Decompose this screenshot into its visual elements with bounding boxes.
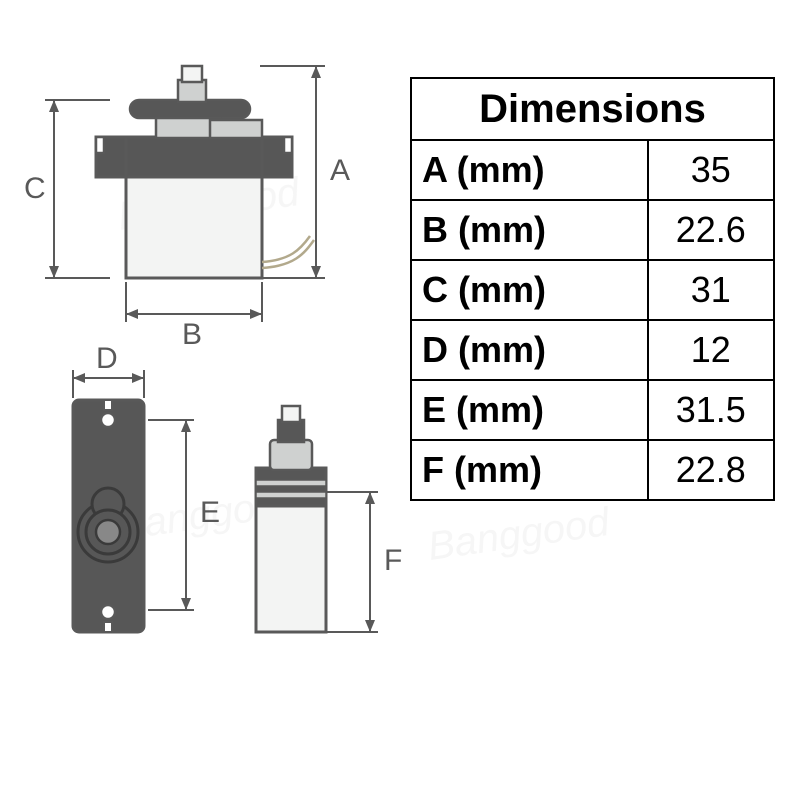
dim-value-d: 12 (648, 320, 774, 380)
dim-label-b: B (mm) (411, 200, 648, 260)
svg-text:E: E (200, 496, 220, 529)
dim-value-b: 22.6 (648, 200, 774, 260)
dim-label-f: F (mm) (411, 440, 648, 500)
dim-label-d: D (mm) (411, 320, 648, 380)
svg-text:D: D (96, 342, 118, 375)
dim-label-e: E (mm) (411, 380, 648, 440)
diagram-canvas: Banggood Banggood Banggood Banggood C A … (0, 0, 800, 800)
svg-text:Banggood: Banggood (425, 500, 613, 569)
dim-value-c: 31 (648, 260, 774, 320)
svg-text:F: F (384, 544, 402, 577)
svg-text:A: A (330, 154, 350, 187)
dim-value-e: 31.5 (648, 380, 774, 440)
dim-value-a: 35 (648, 140, 774, 200)
dimensions-table: Dimensions A (mm) 35 B (mm) 22.6 C (mm) … (410, 77, 775, 501)
svg-text:C: C (24, 172, 46, 205)
dim-value-f: 22.8 (648, 440, 774, 500)
dimensions-header: Dimensions (411, 78, 774, 140)
dim-label-c: C (mm) (411, 260, 648, 320)
svg-text:B: B (182, 318, 202, 351)
dim-label-a: A (mm) (411, 140, 648, 200)
